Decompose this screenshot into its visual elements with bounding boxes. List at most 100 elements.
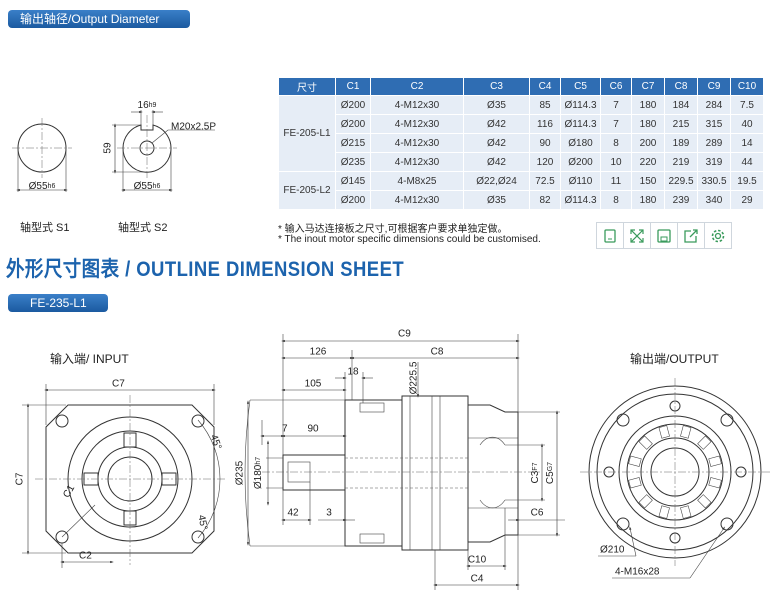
dim-label: C10 xyxy=(468,555,487,566)
dim-label: C4 xyxy=(471,574,484,585)
spoke xyxy=(638,435,653,450)
header-cell: C10 xyxy=(730,77,764,96)
dim-tol: G7 xyxy=(547,462,554,471)
table-cell: 14 xyxy=(730,133,764,153)
shaft-s1: Ø55h6 轴型式 S1 xyxy=(12,118,72,234)
spoke xyxy=(680,425,692,439)
table-cell: 239 xyxy=(664,190,698,210)
header-cell: 尺寸 xyxy=(278,77,336,96)
dim-tol: h6 xyxy=(48,183,56,190)
table-cell: Ø42 xyxy=(463,133,530,153)
table-cell: 7.5 xyxy=(730,95,764,115)
table-cell: 330.5 xyxy=(697,171,731,191)
table-cell: 220 xyxy=(631,152,665,172)
tool-button[interactable] xyxy=(651,223,678,248)
side-view: C9 126 C8 18 105 Ø225.5 7 90 Ø235 Ø180h7… xyxy=(235,329,565,590)
dim-label: Ø210 xyxy=(600,545,625,556)
table-row: Ø235 4-M12x30 Ø42 120 Ø200 10 220 219 319 44 xyxy=(279,152,764,172)
dim-label: 16h9 xyxy=(138,100,157,111)
dim-text: Ø55 xyxy=(134,181,153,192)
header-cell: C9 xyxy=(697,77,731,96)
model-tab: FE-235-L1 xyxy=(8,294,108,312)
table-cell: Ø200 xyxy=(335,190,371,210)
table-cell: 40 xyxy=(730,114,764,134)
dim-label: C8 xyxy=(431,347,444,358)
model-cell: FE-205-L1 xyxy=(278,95,336,172)
header-cell: C2 xyxy=(370,77,464,96)
table-row: FE-205-L1 Ø200 4-M12x30 Ø35 85 Ø114.3 7 180 184 2… xyxy=(278,95,764,172)
table-cell: 116 xyxy=(529,114,561,134)
header-cell: C4 xyxy=(529,77,561,96)
dim-text: Ø180 xyxy=(253,464,264,489)
table-cell: 44 xyxy=(730,152,764,172)
shaft-caption: 轴型式 S1 xyxy=(20,220,70,234)
table-cell: 340 xyxy=(697,190,731,210)
dim-label: 7 xyxy=(282,424,288,435)
dim-label: 42 xyxy=(287,508,299,519)
output-view: 输出端/OUTPUT Ø210 4-M16x28 xyxy=(580,351,770,579)
dim-label: C1 xyxy=(61,483,77,500)
table-cell: 215 xyxy=(664,114,698,134)
dim-label: 18 xyxy=(347,367,359,378)
table-cell: 4-M8x25 xyxy=(370,171,464,191)
table-cell: 229.5 xyxy=(664,171,698,191)
dimension-table: 尺寸 C1 C2 C3 C4 C5 C6 C7 C8 C9 C10 FE-205-L1 Ø200 4-M1… xyxy=(278,77,764,210)
dim-text: 16 xyxy=(138,100,150,111)
table-cell: Ø42 xyxy=(463,152,530,172)
header-cell: C5 xyxy=(560,77,601,96)
tool-button[interactable] xyxy=(678,223,705,248)
table-row: FE-205-L2 Ø145 4-M8x25 Ø22,Ø24 72.5 Ø110 11 150… xyxy=(278,171,764,210)
thread-label: M20x2.5P xyxy=(171,122,216,133)
table-cell: Ø180 xyxy=(560,133,601,153)
table-cell: 19.5 xyxy=(730,171,764,191)
section-title: 外形尺寸图表 / OUTLINE DIMENSION SHEET xyxy=(6,258,405,281)
dim-label: C9 xyxy=(398,329,411,340)
dim-label: 90 xyxy=(307,424,319,435)
table-cell: 315 xyxy=(697,114,731,134)
header-cell: C3 xyxy=(463,77,530,96)
table-cell: Ø200 xyxy=(335,114,371,134)
table-cell: Ø114.3 xyxy=(560,114,601,134)
table-cell: Ø200 xyxy=(560,152,601,172)
dim-label: C7 xyxy=(112,379,125,390)
table-cell: 180 xyxy=(631,95,665,115)
header-cell: C1 xyxy=(335,77,371,96)
table-cell: 284 xyxy=(697,95,731,115)
spoke xyxy=(680,505,692,519)
tool-button[interactable] xyxy=(597,223,624,248)
tool-button[interactable] xyxy=(705,223,731,248)
spoke xyxy=(697,494,712,509)
header-cell: C8 xyxy=(664,77,698,96)
toolbar xyxy=(596,222,732,249)
tool-button[interactable] xyxy=(624,223,651,248)
dim-label: C7 xyxy=(15,472,26,485)
dim-text: C5 xyxy=(545,471,556,484)
note: * 输入马达连接板之尺寸,可根据客户要求单独定做。 xyxy=(278,224,508,235)
dim-label: Ø55h6 xyxy=(29,181,56,192)
table-cell: 200 xyxy=(631,133,665,153)
table-cell: Ø114.3 xyxy=(560,190,601,210)
table-cell: 189 xyxy=(664,133,698,153)
table-cell: 4-M12x30 xyxy=(370,190,464,210)
table-cell: 4-M12x30 xyxy=(370,152,464,172)
header-row: 尺寸 C1 C2 C3 C4 C5 C6 C7 C8 C9 C10 xyxy=(278,77,764,96)
spoke xyxy=(628,477,642,489)
table-cell: Ø42 xyxy=(463,114,530,134)
table-cell: Ø35 xyxy=(463,95,530,115)
view-label: 输入端/ INPUT xyxy=(50,351,129,366)
dim-label: 105 xyxy=(305,379,322,390)
table-cell: 184 xyxy=(664,95,698,115)
table-cell: 219 xyxy=(664,152,698,172)
spoke xyxy=(658,505,670,519)
table-cell: Ø235 xyxy=(335,152,371,172)
table-cell: 289 xyxy=(697,133,731,153)
table-cell: 8 xyxy=(600,133,632,153)
section-tab: 输出轴径/Output Diameter xyxy=(8,10,190,28)
spoke xyxy=(697,435,712,450)
table-cell: 4-M12x30 xyxy=(370,95,464,115)
table-cell: Ø200 xyxy=(335,95,371,115)
table-cell: 319 xyxy=(697,152,731,172)
note: * The inout motor specific dimensions co… xyxy=(278,234,541,245)
spoke xyxy=(638,494,653,509)
